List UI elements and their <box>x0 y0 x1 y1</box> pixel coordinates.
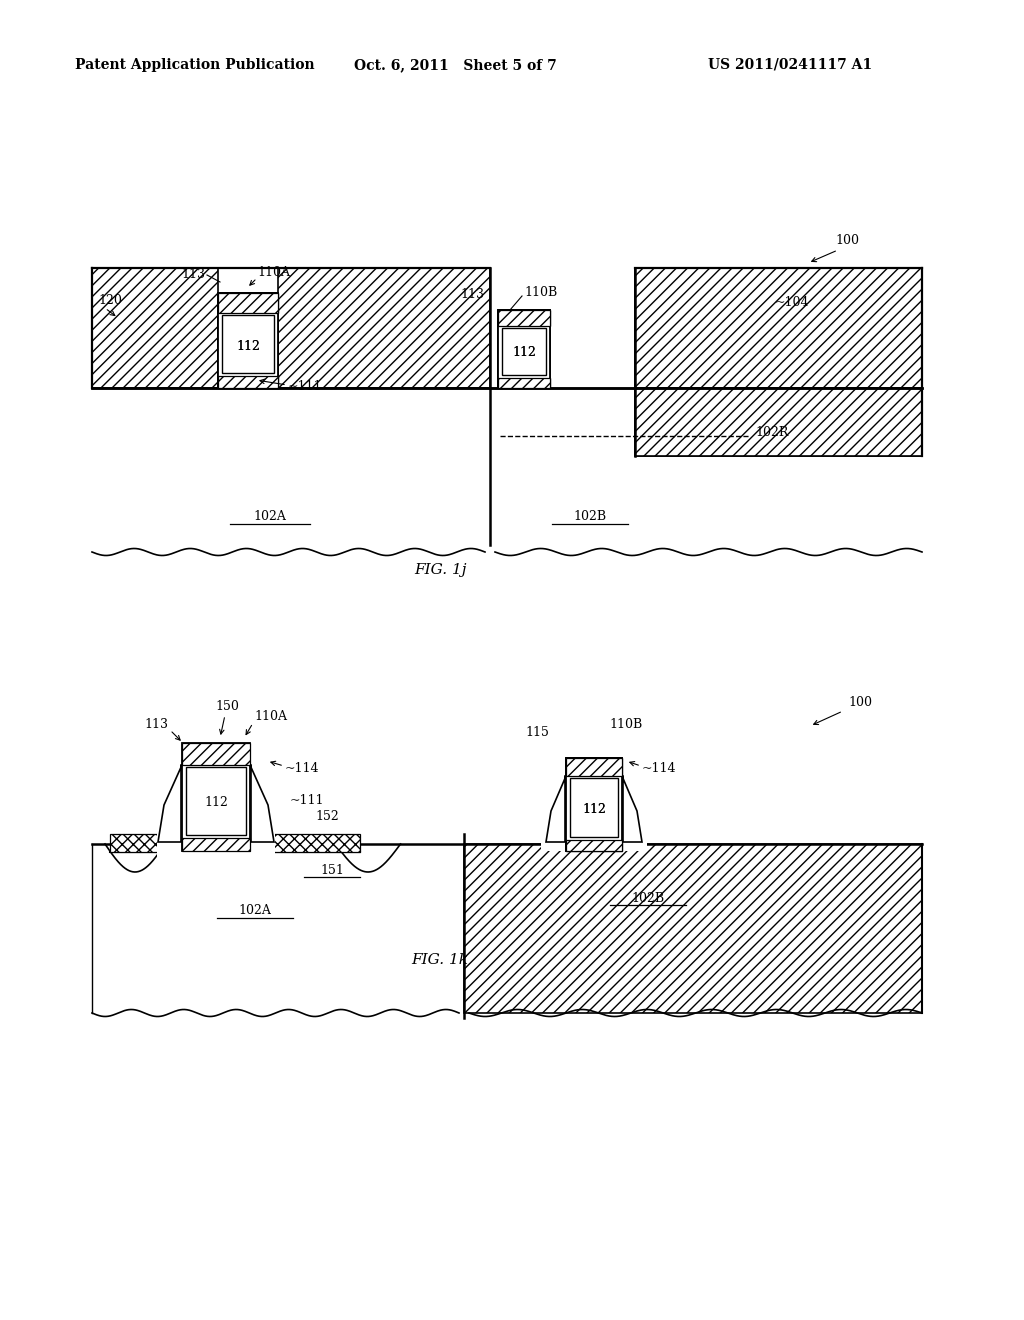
Text: 110A: 110A <box>254 710 287 723</box>
Text: FIG. 1k: FIG. 1k <box>412 953 469 968</box>
Text: 102R: 102R <box>755 425 788 438</box>
Polygon shape <box>546 776 566 842</box>
Text: 102A: 102A <box>239 903 271 916</box>
Text: 113: 113 <box>181 268 205 281</box>
Bar <box>222 315 274 374</box>
Polygon shape <box>622 776 642 842</box>
Bar <box>566 758 622 776</box>
Text: US 2011/0241117 A1: US 2011/0241117 A1 <box>708 58 872 73</box>
Text: 110B: 110B <box>609 718 642 731</box>
Text: 120: 120 <box>98 293 122 306</box>
Text: ~111: ~111 <box>288 380 323 392</box>
Bar <box>218 293 278 388</box>
Bar <box>218 293 278 313</box>
Bar <box>566 840 622 851</box>
Bar <box>498 378 550 388</box>
Bar <box>218 376 278 388</box>
Bar <box>541 758 647 851</box>
Bar <box>635 388 922 455</box>
Bar <box>635 268 922 455</box>
Bar <box>218 376 278 388</box>
Text: 112: 112 <box>512 346 536 359</box>
Text: 102A: 102A <box>254 510 287 523</box>
Text: ~111: ~111 <box>290 795 325 808</box>
Polygon shape <box>250 766 274 842</box>
Text: ~114: ~114 <box>285 762 319 775</box>
Text: 150: 150 <box>215 700 239 713</box>
Polygon shape <box>158 766 182 842</box>
Bar <box>182 743 250 766</box>
Bar <box>566 758 622 776</box>
Text: 112: 112 <box>237 341 260 352</box>
Text: FIG. 1j: FIG. 1j <box>414 564 466 577</box>
Text: 112: 112 <box>582 803 606 816</box>
Bar <box>498 310 550 326</box>
Bar <box>218 293 278 388</box>
Text: 115: 115 <box>525 726 549 739</box>
Bar <box>278 268 490 388</box>
Text: 112: 112 <box>512 346 536 359</box>
Bar <box>570 777 618 837</box>
Bar <box>218 293 278 388</box>
Text: Patent Application Publication: Patent Application Publication <box>75 58 314 73</box>
Bar <box>157 743 275 863</box>
Text: 151: 151 <box>321 863 344 876</box>
Text: 112: 112 <box>582 803 606 816</box>
Text: 100: 100 <box>835 234 859 247</box>
Text: 102B: 102B <box>573 510 606 523</box>
Text: ~114: ~114 <box>642 762 677 775</box>
Bar <box>110 834 360 851</box>
Bar <box>182 838 250 851</box>
Bar <box>182 743 250 851</box>
Bar <box>218 293 278 388</box>
Text: 113: 113 <box>144 718 168 731</box>
Bar <box>464 843 922 1012</box>
Text: 110B: 110B <box>524 286 557 300</box>
Text: Oct. 6, 2011   Sheet 5 of 7: Oct. 6, 2011 Sheet 5 of 7 <box>353 58 556 73</box>
Bar <box>498 310 550 388</box>
Bar <box>566 758 622 851</box>
Bar <box>222 315 274 374</box>
Text: 102B: 102B <box>632 891 665 904</box>
Text: 152: 152 <box>315 809 339 822</box>
Text: 113: 113 <box>460 289 484 301</box>
Bar <box>502 327 546 375</box>
Bar <box>498 378 550 388</box>
Bar <box>566 758 622 851</box>
Bar <box>502 327 546 375</box>
Text: 110A: 110A <box>257 265 290 279</box>
Text: 112: 112 <box>204 796 228 809</box>
Text: 112: 112 <box>237 341 260 352</box>
Bar <box>635 268 922 388</box>
Bar <box>186 767 246 836</box>
Bar <box>498 310 550 388</box>
Bar <box>498 310 550 326</box>
Text: 100: 100 <box>848 696 872 709</box>
Bar <box>566 840 622 851</box>
Text: ~104: ~104 <box>775 297 810 309</box>
Bar <box>570 777 618 837</box>
Bar <box>92 268 218 388</box>
Bar <box>218 293 278 313</box>
Bar <box>498 310 550 388</box>
